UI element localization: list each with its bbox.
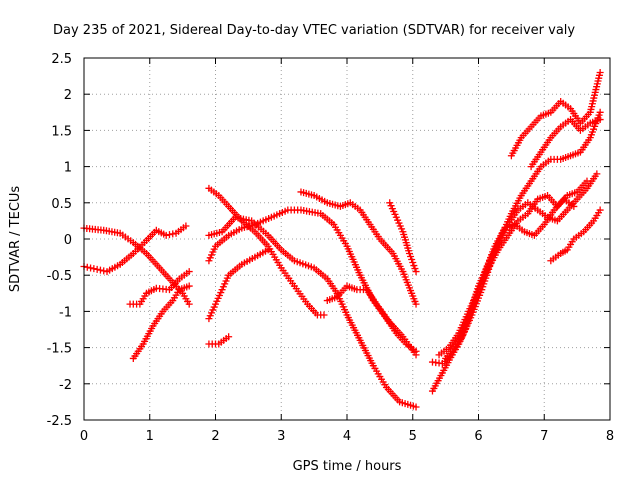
data-point-marker [412,403,420,411]
ticks: 0 1 2 3 4 5 6 7 8 -2.5 -2 -1.5 -1 -0.5 0 0.5 1 1.5 2 2.5 [47,52,615,444]
series-arc-6 [205,246,272,323]
data-point-marker [264,246,272,254]
data-point-marker [165,231,173,239]
y-tick-label: 0.5 [51,197,72,212]
x-tick-label: 0 [80,429,88,444]
data-point-marker [90,265,98,273]
data-point-marker [185,282,193,290]
data-point-marker [408,256,416,264]
series-arc-10 [297,188,420,308]
data-point-marker [320,311,328,319]
x-tick-label: 2 [211,429,219,444]
data-point-marker [596,206,604,214]
x-tick-label: 4 [343,429,351,444]
data-point-marker [596,108,604,116]
x-tick-label: 8 [606,429,614,444]
y-tick-label: 0 [64,233,72,248]
series-arc-19 [547,206,604,265]
series-arc-4 [129,282,193,362]
data-point-marker [412,300,420,308]
series-arc-18 [527,116,604,171]
chart-title: Day 235 of 2021, Sidereal Day-to-day VTE… [53,23,575,38]
series-arc-16 [442,195,578,362]
y-tick-label: 2.5 [51,52,72,67]
series-arc-3 [126,268,193,308]
data-point-marker [596,68,604,76]
y-tick-label: 1.5 [51,124,72,139]
y-tick-label: 1 [64,161,72,176]
x-tick-label: 6 [474,429,482,444]
data-point-marker [596,116,604,124]
data-point-marker [407,252,415,260]
y-tick-label: 2 [64,88,72,103]
data-point-marker [225,333,233,341]
data-point-marker [185,300,193,308]
series-arc-7 [205,333,233,348]
y-axis-label: SDTVAR / TECUs [8,186,23,293]
data-point-marker [100,267,108,275]
data-point-marker [405,249,413,257]
data-point-marker [83,263,91,271]
series-arc-9 [205,213,420,411]
y-tick-label: -2.5 [47,414,72,429]
x-axis-label: GPS time / hours [293,459,402,474]
y-tick-label: -1 [59,305,72,320]
data-point-marker [583,177,591,185]
data-point-marker [93,265,101,273]
series-arc-11 [323,282,420,359]
data-point-marker [410,262,418,270]
data-point-marker [412,268,420,276]
x-tick-label: 7 [540,429,548,444]
y-tick-label: -1.5 [47,342,72,357]
data-point-marker [185,268,193,276]
series-arc-5 [205,184,328,319]
series-arc-8 [205,206,420,355]
data-point-marker [87,264,95,272]
x-tick-label: 5 [409,429,417,444]
data-layer [80,68,604,411]
data-point-marker [162,231,170,239]
y-tick-label: -2 [59,378,72,393]
series-arc-17 [507,68,604,160]
series-arc-2 [80,222,190,276]
data-point-marker [96,266,104,274]
series-arc-15 [435,177,591,359]
data-point-marker [409,259,417,267]
series-arc-12 [386,199,420,276]
data-point-marker [570,202,578,210]
grid [84,58,610,420]
x-tick-label: 1 [146,429,154,444]
data-point-marker [169,230,177,238]
series-arc-14 [428,108,604,395]
x-tick-label: 3 [277,429,285,444]
data-point-marker [412,351,420,359]
data-point-marker [593,170,601,178]
data-point-marker [182,222,190,230]
data-point-marker [411,265,419,273]
y-tick-label: -0.5 [47,269,72,284]
